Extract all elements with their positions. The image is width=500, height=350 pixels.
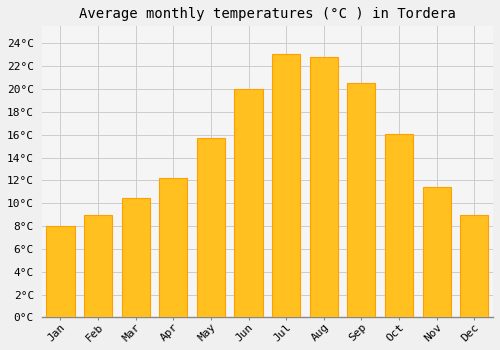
Bar xyxy=(46,226,74,317)
Bar xyxy=(348,83,376,317)
Bar xyxy=(84,215,112,317)
Bar xyxy=(159,178,188,317)
Bar xyxy=(460,215,488,317)
Title: Average monthly temperatures (°C ) in Tordera: Average monthly temperatures (°C ) in To… xyxy=(79,7,456,21)
Bar xyxy=(310,57,338,317)
Bar xyxy=(272,54,300,317)
Bar xyxy=(197,138,225,317)
Bar xyxy=(422,187,450,317)
Bar xyxy=(385,134,413,317)
Bar xyxy=(122,198,150,317)
Bar xyxy=(234,89,262,317)
